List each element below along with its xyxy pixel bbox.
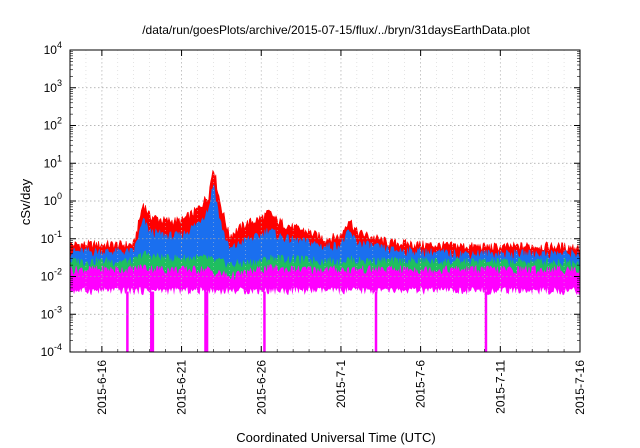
x-axis-label: Coordinated Universal Time (UTC)	[236, 430, 435, 445]
x-tick-label: 2015-7-11	[493, 360, 507, 414]
series-floor	[70, 287, 580, 352]
x-tick-label: 2015-7-6	[414, 360, 428, 408]
x-tick-label: 2015-6-16	[95, 360, 109, 415]
y-tick-label: 10-2	[41, 267, 62, 284]
y-tick-label: 103	[44, 78, 62, 95]
y-axis: 10-4 10-3 10-2 10-1 100 101 102 103 104	[41, 40, 580, 359]
y-tick-label: 100	[44, 191, 62, 208]
plot-area	[69, 169, 581, 353]
y-axis-label: cSv/day	[18, 178, 33, 225]
x-axis: 2015-6-16 2015-6-21 2015-6-26 2015-7-1 2015-…	[69, 50, 587, 415]
chart-title: /data/run/goesPlots/archive/2015-07-15/f…	[142, 23, 530, 37]
y-tick-label: 104	[44, 40, 62, 57]
y-tick-label: 10-1	[41, 229, 62, 246]
y-tick-label: 102	[44, 116, 62, 133]
x-tick-label: 2015-7-1	[334, 360, 348, 408]
x-tick-label: 2015-6-21	[175, 360, 189, 415]
x-tick-label: 2015-6-26	[254, 360, 268, 415]
y-tick-label: 10-4	[41, 342, 62, 359]
x-tick-label: 2015-7-16	[573, 360, 587, 415]
y-tick-label: 101	[44, 153, 62, 170]
y-tick-label: 10-3	[41, 304, 62, 321]
